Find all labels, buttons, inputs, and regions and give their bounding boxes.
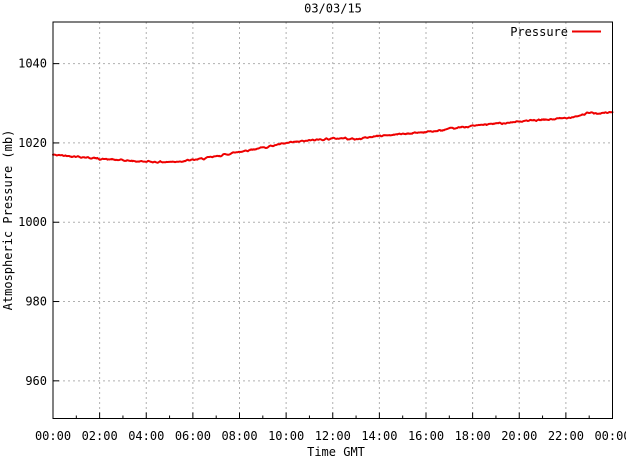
- y-axis-label: Atmospheric Pressure (mb): [1, 130, 15, 311]
- y-tick-label: 980: [25, 295, 47, 309]
- y-tick-label: 1020: [18, 136, 47, 150]
- pressure-line-series: [52, 111, 614, 164]
- x-tick-label: 20:00: [501, 429, 537, 443]
- x-tick-label: 04:00: [128, 429, 164, 443]
- x-tick-label: 16:00: [408, 429, 444, 443]
- x-tick-label: 14:00: [361, 429, 397, 443]
- x-tick-label: 08:00: [221, 429, 257, 443]
- grid-lines: [53, 22, 613, 419]
- legend: Pressure: [510, 25, 601, 39]
- x-tick-label: 18:00: [455, 429, 491, 443]
- x-tick-label: 02:00: [82, 429, 118, 443]
- chart-title: 03/03/15: [304, 2, 362, 16]
- x-tick-label: 00:00: [35, 429, 71, 443]
- x-tick-label: 22:00: [548, 429, 584, 443]
- x-tick-label: 00:00: [594, 429, 626, 443]
- pressure-data-line: [52, 111, 614, 164]
- x-tick-label: 12:00: [315, 429, 351, 443]
- x-axis-label: Time GMT: [307, 445, 365, 459]
- axis-tick-labels: 00:00 02:00 04:00 06:00 08:00 10:00 12:00 14:00…: [18, 57, 626, 443]
- x-tick-label: 06:00: [175, 429, 211, 443]
- x-tick-label: 10:00: [268, 429, 304, 443]
- y-tick-label: 1040: [18, 57, 47, 71]
- y-tick-label: 1000: [18, 215, 47, 229]
- y-tick-label: 960: [25, 374, 47, 388]
- axis-ticks: [52, 63, 613, 419]
- plot-border: [52, 21, 613, 419]
- legend-series-label: Pressure: [510, 25, 568, 39]
